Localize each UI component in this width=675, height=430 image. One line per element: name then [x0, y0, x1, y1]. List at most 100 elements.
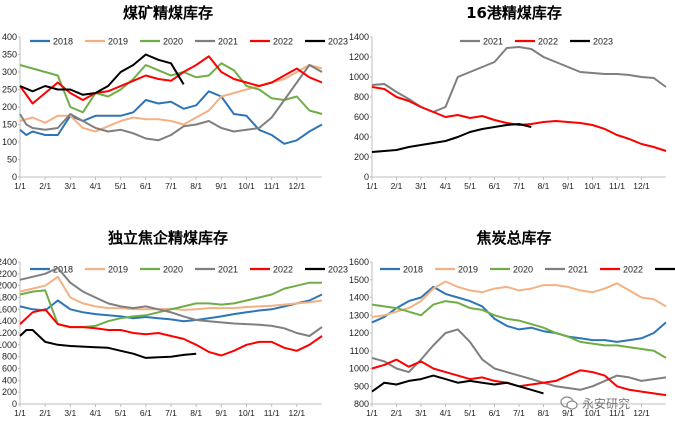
legend-label-2018: 2018 — [53, 37, 73, 47]
x-tick-label: 8/1 — [190, 408, 202, 418]
chart-panel-1: 煤矿精煤库存 0 50 100 150 200 250 300 350 400 1/1 2/1 3/1 4… — [2, 4, 348, 191]
x-tick-label: 9/1 — [215, 408, 227, 418]
y-tick-label: 1400 — [0, 316, 17, 326]
x-tick-label: 11/1 — [264, 181, 280, 191]
series-line-2021 — [19, 266, 323, 337]
x-tick-label: 11/1 — [609, 181, 625, 191]
chart-title: 焦炭总库存 — [475, 229, 551, 247]
x-tick-label: 10/1 — [238, 181, 255, 191]
x-tick-label: 12/1 — [289, 408, 306, 418]
y-tick-label: 200 — [2, 387, 17, 397]
series-line-2023 — [19, 329, 197, 359]
series-line-2022 — [19, 55, 323, 105]
y-tick-label: 1200 — [349, 52, 369, 62]
x-tick-label: 1/1 — [366, 181, 378, 191]
chart-title: 独立焦企精煤库存 — [108, 229, 228, 247]
x-tick-label: 1/1 — [14, 181, 26, 191]
y-tick-label: 250 — [2, 85, 17, 95]
y-tick-label: 1800 — [0, 293, 17, 303]
y-tick-label: 1000 — [0, 340, 17, 350]
legend-label-2022: 2022 — [538, 37, 558, 47]
legend-label-2019: 2019 — [458, 265, 478, 275]
x-tick-label: 7/1 — [165, 408, 177, 418]
y-tick-label: 400 — [2, 32, 17, 42]
series-line-2022 — [19, 308, 323, 357]
legend-label-2022: 2022 — [623, 265, 643, 275]
x-tick-label: 9/1 — [562, 408, 574, 418]
series-line-2020 — [19, 62, 323, 115]
y-tick-label: 1000 — [349, 72, 369, 82]
x-tick-label: 5/1 — [115, 181, 127, 191]
x-tick-label: 8/1 — [538, 408, 550, 418]
x-tick-label: 2/1 — [391, 408, 403, 418]
x-tick-label: 4/1 — [440, 181, 452, 191]
y-tick-label: 600 — [354, 112, 369, 122]
series-line-2021 — [19, 64, 323, 142]
y-tick-label: 900 — [354, 381, 369, 391]
y-tick-label: 800 — [354, 92, 369, 102]
watermark: 永安研究 — [560, 392, 670, 414]
x-tick-label: 3/1 — [415, 408, 427, 418]
y-tick-label: 0 — [12, 172, 17, 182]
series-line-2018 — [19, 90, 323, 145]
y-tick-label: 800 — [354, 399, 369, 409]
legend-label-2020: 2020 — [163, 37, 183, 47]
x-tick-label: 7/1 — [513, 408, 525, 418]
series-line-2023 — [371, 123, 532, 153]
x-tick-label: 12/1 — [633, 181, 650, 191]
x-tick-label: 9/1 — [215, 181, 227, 191]
y-tick-label: 1100 — [350, 346, 369, 356]
series-line-2020 — [371, 300, 667, 359]
legend-label-2019: 2019 — [108, 37, 128, 47]
x-tick-label: 9/1 — [562, 181, 574, 191]
y-tick-label: 150 — [2, 120, 17, 130]
x-tick-label: 2/1 — [39, 181, 51, 191]
x-tick-label: 12/1 — [633, 408, 650, 418]
legend-label-2018: 2018 — [53, 265, 73, 275]
x-tick-label: 6/1 — [140, 408, 152, 418]
y-tick-label: 400 — [2, 375, 17, 385]
series-line-2022 — [371, 86, 667, 152]
y-tick-label: 200 — [354, 152, 369, 162]
watermark-text: 永安研究 — [582, 396, 631, 411]
y-tick-label: 300 — [2, 67, 17, 77]
chart-title: 煤矿精煤库存 — [123, 4, 213, 22]
y-tick-label: 1500 — [349, 275, 369, 285]
x-tick-label: 2/1 — [39, 408, 51, 418]
legend-label-2021: 2021 — [218, 37, 238, 47]
y-tick-label: 0 — [12, 399, 17, 409]
series-line-2021 — [371, 328, 667, 391]
y-tick-label: 1600 — [349, 257, 369, 267]
y-tick-label: 1200 — [0, 328, 17, 338]
legend-label-2021: 2021 — [483, 37, 503, 47]
x-tick-label: 4/1 — [440, 408, 452, 418]
legend-label-2018: 2018 — [403, 265, 423, 275]
y-tick-label: 800 — [2, 352, 17, 362]
chart-panel-4: 焦炭总库存 800 900 1000 1100 1200 1300 1400 1500 1600 1… — [349, 229, 675, 418]
legend-label-2019: 2019 — [108, 265, 128, 275]
legend-label-2022: 2022 — [273, 37, 293, 47]
series-line-2023 — [371, 374, 544, 395]
y-tick-label: 1200 — [349, 328, 369, 338]
x-tick-label: 1/1 — [14, 408, 26, 418]
legend-label-2021: 2021 — [218, 265, 238, 275]
x-tick-label: 6/1 — [489, 181, 501, 191]
x-tick-label: 4/1 — [90, 408, 102, 418]
x-tick-label: 11/1 — [609, 408, 625, 418]
x-tick-label: 2/1 — [391, 181, 403, 191]
legend-label-2023: 2023 — [328, 265, 348, 275]
legend-label-2020: 2020 — [163, 265, 183, 275]
series-line-2018 — [19, 293, 323, 323]
x-tick-label: 3/1 — [64, 408, 76, 418]
y-tick-label: 50 — [7, 155, 17, 165]
y-tick-label: 2400 — [0, 257, 17, 267]
x-tick-label: 11/1 — [264, 408, 280, 418]
y-tick-label: 1400 — [349, 32, 369, 42]
x-tick-label: 3/1 — [64, 181, 76, 191]
legend-label-2022: 2022 — [273, 265, 293, 275]
x-tick-label: 5/1 — [115, 408, 127, 418]
x-tick-label: 7/1 — [165, 181, 177, 191]
x-tick-label: 7/1 — [513, 181, 525, 191]
